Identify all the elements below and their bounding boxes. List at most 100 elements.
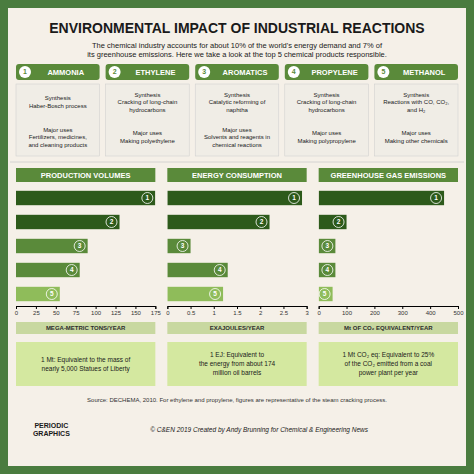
- bar-category-label-line: 3: [326, 242, 330, 249]
- chart-title-line: ENERGY CONSUMPTION: [192, 171, 282, 180]
- x-tick-mark: [374, 306, 375, 309]
- x-tick: 3: [305, 306, 309, 316]
- bar-badge: [214, 265, 225, 276]
- bar-category-label-line: 5: [213, 290, 217, 297]
- note-text-line: power plant per year: [359, 369, 419, 377]
- x-tick: 0: [166, 306, 170, 316]
- synthesis-text-line: Synthesis: [45, 95, 71, 101]
- x-tick: 150: [131, 306, 142, 316]
- bar-badge: [66, 265, 77, 276]
- bar-category-label-line: 5: [323, 290, 327, 297]
- synthesis-text: SynthesisCatalytic reforming ofnaphtha: [209, 92, 266, 113]
- bar: [167, 239, 190, 253]
- x-tick-label: 25: [33, 310, 40, 316]
- uses-text-line: Making polypropylene: [297, 138, 356, 144]
- note-text: 1 Mt CO₂ eq: Equivalent to 25%of the CO₂…: [342, 351, 434, 377]
- x-tick-label: 100: [91, 310, 102, 316]
- chemical-name-line: METHANOL: [403, 68, 446, 77]
- bar-category-label: 5: [213, 290, 217, 297]
- synthesis-text: SynthesisReactions with CO, CO₂,and H₂: [383, 92, 449, 113]
- bar-category-label: 3: [326, 242, 330, 249]
- chemical-name: AROMATICS: [223, 68, 268, 77]
- synthesis-text-line: Reactions with CO, CO₂,: [383, 99, 449, 105]
- bar: [16, 215, 120, 229]
- chemical-number: 1: [23, 68, 27, 75]
- bar-badge: [256, 217, 267, 228]
- bar-badge: [289, 193, 300, 204]
- uses-text: Major usesMaking other chemicals: [385, 130, 448, 144]
- x-tick-label: 0.5: [187, 310, 196, 316]
- synthesis-text-line: and H₂: [407, 107, 426, 113]
- x-label-box: [167, 322, 306, 334]
- note-text-line: 1 EJ: Equivalent to: [210, 351, 265, 359]
- bar-chart: ENERGY CONSUMPTION00.511.522.5312345EXAJ…: [166, 168, 309, 386]
- synthesis-text-line: hydrocarbons: [129, 107, 165, 113]
- chemical-number-line: 2: [113, 68, 117, 75]
- title-line: ENVIRONMENTAL IMPACT OF INDUSTRIAL REACT…: [49, 20, 424, 36]
- x-tick: 25: [33, 306, 40, 316]
- bar-badge: [431, 193, 442, 204]
- chart-title-line: GREENHOUSE GAS EMISSIONS: [331, 171, 446, 180]
- bar-category-label: 3: [78, 242, 82, 249]
- chemical-name-line: AMMONIA: [47, 68, 84, 77]
- x-axis: 0100200300400500: [317, 306, 464, 316]
- synthesis-text-line: Cracking of long-chain: [297, 99, 357, 105]
- synthesis-text: Synthesis Haber-Bosch process: [29, 95, 87, 109]
- x-tick: 2: [259, 306, 263, 316]
- bar-category-label-line: 3: [78, 242, 82, 249]
- bar-chart: PRODUCTION VOLUMES0255075100125150175123…: [15, 168, 162, 386]
- x-axis: 0255075100125150175: [15, 306, 162, 316]
- uses-text: Major usesSolvents and reagents inchemic…: [204, 127, 270, 148]
- x-axis-domain: [319, 307, 458, 310]
- credit-line: © C&EN 2019 Created by Andy Brunning for…: [150, 426, 368, 434]
- bar-category-label: 4: [326, 266, 330, 273]
- bar-category-label-line: 4: [218, 266, 222, 273]
- x-tick-label: 500: [453, 310, 464, 316]
- uses-text: Major usesMaking polyethylene: [120, 130, 175, 144]
- note-text-line: 1 Mt: Equivalent to the mass of: [41, 356, 130, 364]
- chemical-header: [374, 64, 458, 80]
- uses-text-line: Major uses: [402, 130, 431, 136]
- x-tick-mark: [260, 306, 261, 309]
- x-tick-label: 75: [73, 310, 80, 316]
- note-text-line: nearly 5,000 Statues of Liberty: [42, 365, 131, 373]
- bar-badge: [142, 193, 153, 204]
- chemical-column: 3AROMATICSSynthesisCatalytic reforming o…: [195, 64, 279, 156]
- background: [0, 0, 474, 474]
- bar-chart: GREENHOUSE GAS EMISSIONS0100200300400500…: [317, 168, 464, 386]
- chemical-box: [106, 84, 190, 156]
- x-tick: 100: [91, 306, 102, 316]
- x-tick-mark: [36, 306, 37, 309]
- chart-title: PRODUCTION VOLUMES: [41, 171, 131, 180]
- x-tick-label: 2.5: [280, 310, 289, 316]
- x-tick-mark: [430, 306, 431, 309]
- chemical-number-circle: [288, 66, 300, 78]
- bar: [319, 287, 333, 301]
- uses-text-line: Fertilizers, medicines,: [29, 134, 87, 140]
- x-tick-label: 400: [426, 310, 437, 316]
- chemical-number-line: 5: [381, 68, 385, 75]
- bar-category-label-line: 3: [181, 242, 185, 249]
- x-tick: 500: [453, 306, 464, 316]
- bar-category-label: 5: [323, 290, 327, 297]
- synthesis-text: SynthesisCracking of long-chainhydrocarb…: [118, 92, 178, 113]
- x-tick-label: 200: [370, 310, 381, 316]
- x-tick: 2.5: [280, 306, 289, 316]
- x-tick-mark: [16, 306, 17, 309]
- bar: [167, 215, 269, 229]
- bar: [319, 215, 347, 229]
- bar-category-label: 1: [292, 194, 296, 201]
- chemical-header: [106, 64, 190, 80]
- synthesis-text-line: Haber-Bosch process: [29, 103, 87, 109]
- x-axis-label-line: MEGA-METRIC TONS/YEAR: [46, 325, 126, 331]
- x-axis-label-line: EXAJOULES/YEAR: [210, 325, 265, 331]
- bars: [167, 191, 302, 301]
- bar: [16, 191, 155, 205]
- chart-title-bar: [16, 168, 155, 182]
- x-tick: 200: [370, 306, 381, 316]
- note-text: 1 Mt: Equivalent to the mass ofnearly 5,…: [41, 356, 130, 373]
- x-tick-mark: [116, 306, 117, 309]
- x-tick: 0: [317, 306, 321, 316]
- synthesis-text-line: Synthesis: [134, 92, 160, 98]
- chemical-column: 2ETHYLENESynthesisCracking of long-chain…: [106, 64, 190, 156]
